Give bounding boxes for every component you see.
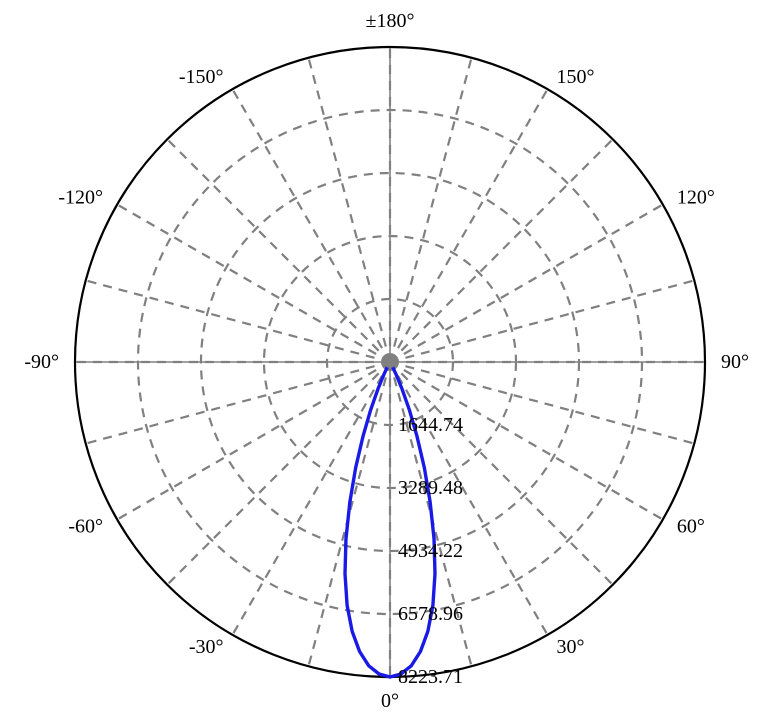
radial-tick-label: 1644.74 <box>398 414 463 436</box>
angle-label: 30° <box>557 636 585 658</box>
radial-tick-label: 3289.48 <box>398 477 463 499</box>
angle-label: -120° <box>58 187 103 209</box>
radial-tick-label: 8223.71 <box>398 666 463 688</box>
angle-label: -60° <box>68 516 103 538</box>
angle-label: 0° <box>381 690 399 712</box>
angle-label: 60° <box>677 516 705 538</box>
grid-spoke <box>308 58 390 362</box>
grid-spoke <box>167 362 390 585</box>
grid-spoke <box>390 280 694 362</box>
grid-spoke <box>233 362 391 635</box>
grid-spoke <box>390 139 613 362</box>
grid-spoke <box>390 89 548 362</box>
grid-spoke <box>390 58 472 362</box>
angle-label: -90° <box>24 351 59 373</box>
angle-label: -150° <box>179 66 224 88</box>
grid-spoke <box>86 280 390 362</box>
angle-label: 90° <box>721 351 749 373</box>
grid-spoke <box>86 362 390 444</box>
angle-label: -30° <box>189 636 224 658</box>
grid-spoke <box>117 362 390 520</box>
angle-label: ±180° <box>366 10 415 32</box>
polar-chart: 1644.74 3289.48 4934.22 6578.96 8223.710° 30°… <box>0 0 768 727</box>
grid-spoke <box>233 89 391 362</box>
grid-spoke <box>167 139 390 362</box>
radial-tick-label: 6578.96 <box>398 603 463 625</box>
radial-tick-label: 4934.22 <box>398 540 463 562</box>
center-hub <box>384 356 396 368</box>
grid-spoke <box>117 205 390 363</box>
angle-label: 150° <box>557 66 595 88</box>
angle-label: 120° <box>677 187 715 209</box>
grid-spoke <box>390 205 663 363</box>
